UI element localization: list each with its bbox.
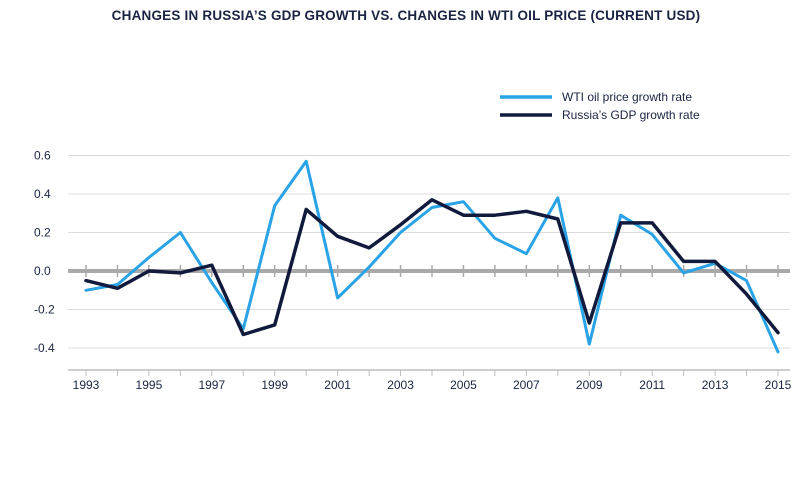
x-tick-label-2: 1997 (198, 378, 225, 392)
series-lines (84, 159, 780, 354)
y-tick-label-1: 0.4 (34, 187, 51, 201)
legend-label-gdp: Russia’s GDP growth rate (562, 108, 700, 122)
gridlines (68, 155, 790, 349)
y-tick-label-0: 0.6 (34, 149, 51, 163)
x-tick-label-6: 2005 (450, 378, 477, 392)
x-tick-label-0: 1993 (73, 378, 100, 392)
y-tick-label-5: -0.4 (34, 341, 55, 355)
x-tick-label-7: 2007 (513, 378, 540, 392)
series-line-russia-gdp (84, 198, 780, 337)
x-tick-label-4: 2001 (324, 378, 351, 392)
x-tick-label-3: 1999 (261, 378, 288, 392)
x-tick-label-10: 2013 (702, 378, 729, 392)
x-tick-label-9: 2011 (639, 378, 665, 392)
y-tick-label-3: 0.0 (34, 264, 51, 278)
legend-label-wti: WTI oil price growth rate (562, 90, 692, 104)
legend: WTI oil price growth rate Russia’s GDP g… (500, 90, 700, 122)
axes: 0.6 0.4 0.2 0.0 -0.2 -0.4 1993 1995 1997 1999 2001… (34, 149, 792, 393)
y-tick-label-2: 0.2 (34, 226, 51, 240)
x-tick-label-1: 1995 (136, 378, 163, 392)
x-tick-label-8: 2009 (576, 378, 603, 392)
x-tick-label-5: 2003 (387, 378, 414, 392)
x-tick-label-11: 2015 (765, 378, 792, 392)
series-line-wti-oil-price (84, 159, 780, 354)
y-tick-label-4: -0.2 (34, 303, 55, 317)
chart-title: CHANGES IN RUSSIA’S GDP GROWTH VS. CHANG… (111, 8, 701, 23)
